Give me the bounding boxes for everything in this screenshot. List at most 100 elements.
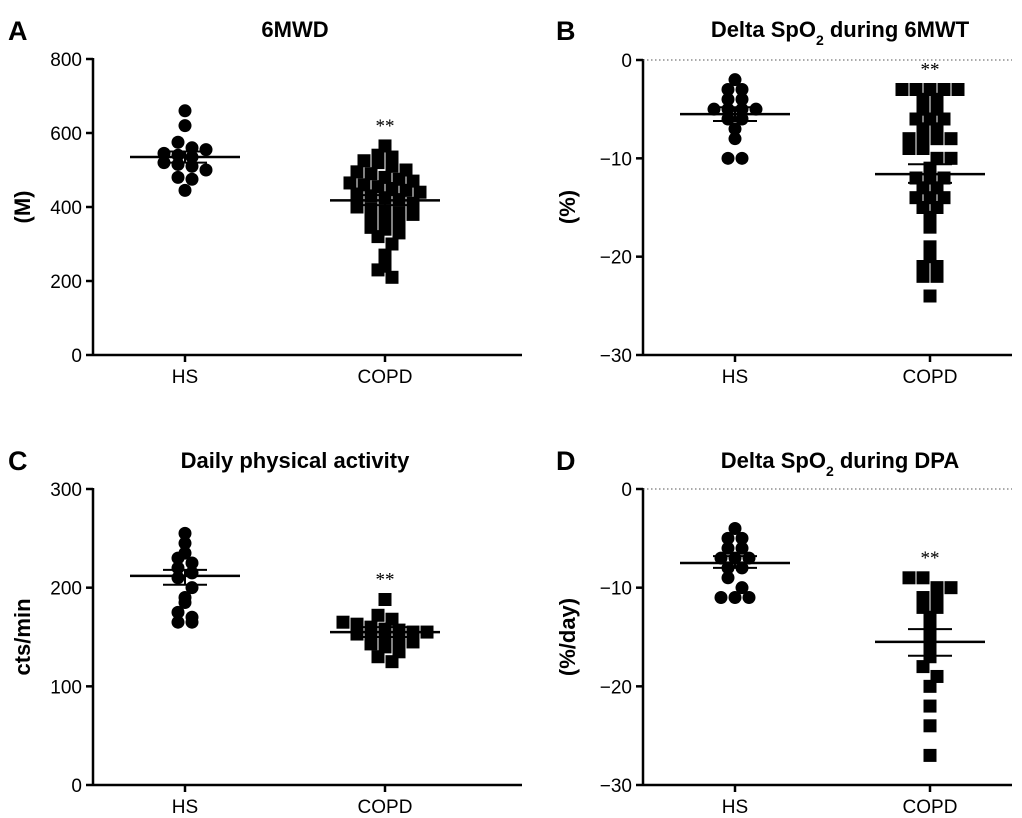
data-point bbox=[923, 748, 937, 762]
x-tick-label: HS bbox=[172, 367, 198, 388]
data-point bbox=[721, 571, 735, 585]
panel-letter: B bbox=[556, 16, 576, 46]
y-tick-label: −10 bbox=[600, 149, 632, 170]
data-point bbox=[364, 209, 378, 223]
chart-title-rest: during DPA bbox=[834, 448, 960, 473]
y-axis-label: (M) bbox=[10, 191, 35, 224]
data-point bbox=[930, 102, 944, 116]
data-point bbox=[916, 591, 930, 605]
data-point bbox=[930, 92, 944, 106]
data-point bbox=[902, 142, 916, 155]
data-point bbox=[735, 151, 749, 165]
data-point bbox=[923, 220, 937, 234]
data-point bbox=[735, 83, 749, 96]
data-point bbox=[916, 269, 930, 283]
series-copd: ** bbox=[330, 570, 440, 669]
data-point bbox=[385, 612, 399, 626]
panel-b: B Delta SpO2 during 6MWT (%) 0 −10 −20 −30 HS CO… bbox=[555, 16, 1012, 388]
data-point bbox=[902, 132, 916, 146]
data-point bbox=[413, 185, 427, 199]
series-copd: ** bbox=[875, 548, 985, 762]
data-point bbox=[185, 615, 199, 629]
data-point bbox=[364, 637, 378, 651]
y-tick-label: 200 bbox=[50, 272, 82, 293]
data-point bbox=[735, 581, 749, 595]
x-tick-label: HS bbox=[172, 797, 198, 818]
data-point bbox=[406, 196, 420, 210]
data-point bbox=[916, 142, 930, 155]
panel-c: C Daily physical activity cts/min 0 100 200 30… bbox=[8, 446, 522, 818]
data-point bbox=[930, 669, 944, 683]
data-point bbox=[923, 699, 937, 713]
data-point bbox=[178, 595, 192, 609]
data-point bbox=[171, 605, 185, 619]
data-point bbox=[350, 165, 364, 179]
data-point bbox=[721, 531, 735, 545]
data-point bbox=[930, 201, 944, 214]
x-tick-label: HS bbox=[722, 797, 748, 818]
data-point bbox=[909, 112, 923, 126]
chart-title-main: Delta SpO bbox=[711, 17, 816, 42]
y-tick-label: −30 bbox=[600, 776, 632, 797]
data-point bbox=[721, 92, 735, 106]
data-point bbox=[178, 536, 192, 550]
data-point bbox=[930, 122, 944, 136]
data-point bbox=[385, 237, 399, 251]
data-point bbox=[937, 112, 951, 126]
data-point bbox=[721, 102, 735, 116]
data-point bbox=[185, 172, 199, 186]
chart-title-subscript: 2 bbox=[826, 463, 834, 479]
panel-letter: D bbox=[556, 446, 576, 476]
chart-title-main: Daily physical activity bbox=[181, 448, 410, 473]
chart-title: Delta SpO2 during DPA bbox=[721, 448, 960, 479]
data-point bbox=[392, 215, 406, 229]
data-point bbox=[916, 600, 930, 614]
data-point bbox=[728, 591, 742, 605]
data-point bbox=[944, 151, 958, 165]
data-point bbox=[199, 163, 213, 177]
y-tick-label: 600 bbox=[50, 124, 82, 145]
data-point bbox=[742, 591, 756, 605]
data-point bbox=[742, 551, 756, 565]
data-point bbox=[930, 591, 944, 605]
data-point bbox=[916, 122, 930, 136]
chart-title-main: Delta SpO bbox=[721, 448, 826, 473]
data-point bbox=[728, 132, 742, 146]
data-point bbox=[185, 566, 199, 580]
data-point bbox=[930, 581, 944, 595]
data-point bbox=[171, 615, 185, 629]
data-point bbox=[923, 112, 937, 126]
data-point bbox=[923, 250, 937, 264]
data-point bbox=[916, 660, 930, 674]
significance-label: ** bbox=[921, 60, 940, 81]
data-point bbox=[721, 83, 735, 96]
data-point bbox=[937, 83, 951, 96]
data-point bbox=[923, 83, 937, 96]
data-point bbox=[951, 83, 965, 96]
data-point bbox=[728, 122, 742, 136]
data-point bbox=[923, 719, 937, 733]
chart-title: Delta SpO2 during 6MWT bbox=[711, 17, 970, 48]
data-point bbox=[728, 73, 742, 87]
data-point bbox=[923, 210, 937, 224]
data-point bbox=[350, 627, 364, 641]
data-point bbox=[923, 610, 937, 624]
data-point bbox=[171, 135, 185, 149]
data-point bbox=[336, 615, 350, 629]
y-tick-label: 100 bbox=[50, 677, 82, 698]
data-point bbox=[350, 187, 364, 201]
data-point bbox=[909, 83, 923, 96]
y-tick-label: 0 bbox=[621, 480, 632, 501]
data-point bbox=[909, 191, 923, 205]
data-point bbox=[923, 620, 937, 634]
data-point bbox=[916, 102, 930, 116]
data-point bbox=[406, 635, 420, 649]
data-point bbox=[930, 260, 944, 273]
data-point bbox=[923, 191, 937, 205]
data-point bbox=[350, 200, 364, 214]
data-point bbox=[916, 132, 930, 146]
data-point bbox=[199, 143, 213, 157]
y-tick-label: −20 bbox=[600, 677, 632, 698]
chart-title-rest: during 6MWT bbox=[824, 17, 970, 42]
data-point bbox=[714, 551, 728, 565]
